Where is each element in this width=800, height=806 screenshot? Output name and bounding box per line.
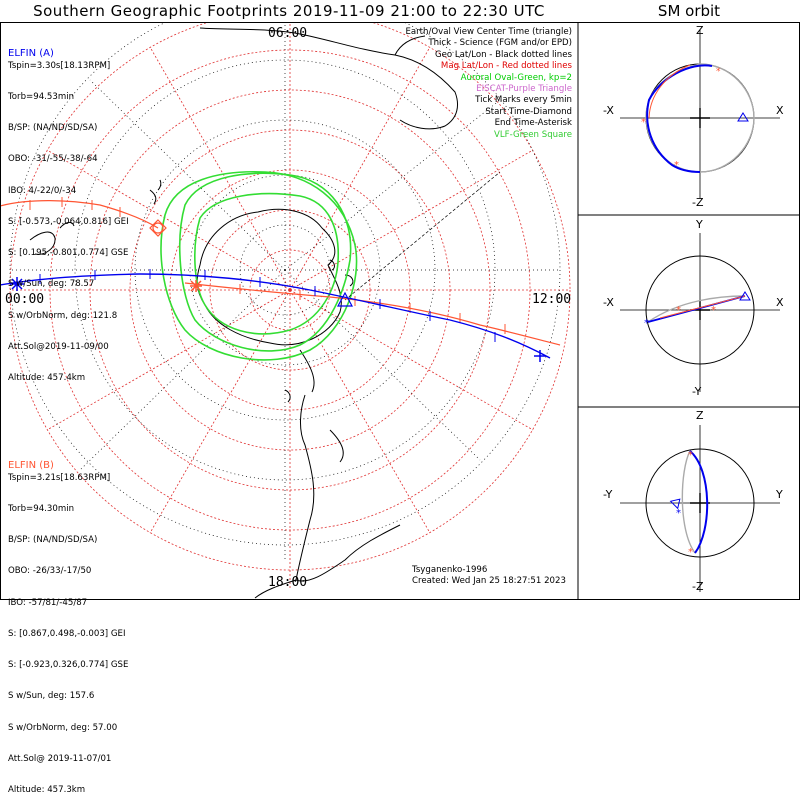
- elfin-a-line: S: [0.195,-0.801,0.774] GSE: [8, 248, 129, 259]
- sm-panel-3: * * *: [620, 425, 780, 592]
- elfin-b-line: Altitude: 457.3km: [8, 785, 86, 795]
- footprint-map: * * * * * * * * *: [0, 22, 800, 600]
- svg-text:*: *: [644, 318, 649, 329]
- elfin-b-line: S: [0.867,0.498,-0.003] GEI: [8, 628, 126, 639]
- elfin-b-info: ELFIN (B): [8, 439, 54, 482]
- svg-text:*: *: [688, 547, 693, 558]
- elfin-a-line: OBO: -31/-55/-38/-64: [8, 154, 98, 165]
- elfin-b-line: Torb=94.30min: [8, 504, 75, 515]
- elfin-a-name: ELFIN (A): [8, 47, 54, 59]
- legend-item: Tick Marks every 5min: [475, 95, 572, 106]
- sm1-top-label: Z: [696, 24, 704, 37]
- elfin-b-line: IBO: -57/81/-45/87: [8, 597, 88, 608]
- auroral-oval: [160, 170, 358, 361]
- elfin-a-line: S w/Sun, deg: 78.57: [8, 279, 95, 290]
- elfin-a-line: Att.Sol@2019-11-09/00: [8, 341, 109, 352]
- sm3-left-label: -Y: [603, 488, 613, 501]
- elfin-b-line: S: [-0.923,0.326,0.774] GSE: [8, 660, 129, 671]
- credit-created: Created: Wed Jan 25 18:27:51 2023: [412, 576, 566, 586]
- elfin-a-line: Altitude: 457.4km: [8, 373, 86, 383]
- credits: Tsyganenko-1996 Created: Wed Jan 25 18:2…: [412, 565, 566, 587]
- sm-panel-2: * * *: [620, 233, 780, 392]
- credit-model: Tsyganenko-1996: [412, 565, 488, 575]
- elfin-b-line: S w/Sun, deg: 157.6: [8, 691, 95, 702]
- sm1-left-label: -X: [603, 104, 614, 117]
- svg-text:*: *: [676, 508, 681, 519]
- sm-panel-1: * * *: [620, 30, 780, 198]
- svg-text:*: *: [641, 117, 646, 128]
- legend-item: Earth/Oval View Center Time (triangle): [405, 27, 572, 37]
- sm3-top-label: Z: [696, 409, 704, 422]
- elfin-a-line: S w/OrbNorm, deg: 121.8: [8, 310, 118, 321]
- legend-item: Start Time-Diamond: [485, 106, 572, 117]
- legend-item: VLF-Green Square: [493, 129, 572, 140]
- sm3-bottom-label: -Z: [692, 580, 704, 593]
- page-title: Southern Geographic Footprints 2019-11-0…: [33, 2, 545, 20]
- elfin-b-line: S w/OrbNorm, deg: 57.00: [8, 722, 118, 733]
- elfin-a-line: B/SP: (NA/ND/SD/SA): [8, 123, 98, 134]
- sm3-right-label: Y: [776, 488, 783, 501]
- elfin-b-name: ELFIN (B): [8, 459, 54, 471]
- legend-item: End Time-Asterisk: [494, 118, 572, 129]
- elfin-a-line: Tspin=3.30s[18.13RPM]: [8, 60, 111, 71]
- elfin-b-line: B/SP: (NA/ND/SD/SA): [8, 535, 98, 546]
- elfin-b-line: Att.Sol@ 2019-11-07/01: [8, 753, 112, 764]
- elfin-a-details: Tspin=3.30s[18.13RPM] Torb=94.53min B/SP…: [8, 40, 129, 394]
- legend-item: EISCAT-Purple Triangle: [476, 84, 572, 95]
- elfin-b-line: Tspin=3.21s[18.63RPM]: [8, 472, 111, 483]
- coastlines: [29, 27, 458, 599]
- time-label-top: 06:00: [268, 26, 308, 41]
- sm-orbit-title: SM orbit: [657, 2, 721, 20]
- elfin-a-line: S: [-0.573,-0.064,0.816] GEI: [8, 216, 129, 227]
- sm2-top-label: Y: [696, 218, 703, 231]
- svg-text:*: *: [688, 450, 693, 461]
- sm1-bottom-label: -Z: [692, 196, 704, 209]
- svg-text:*: *: [716, 67, 721, 77]
- elfin-b-line: OBO: -26/33/-17/50: [8, 566, 92, 577]
- elfin-a-info: ELFIN (A): [8, 27, 54, 70]
- time-label-left: 00:00: [5, 292, 45, 307]
- elfin-a-line: IBO: 4/-22/0/-34: [8, 185, 77, 196]
- svg-text:*: *: [711, 305, 716, 316]
- time-label-bottom: 18:00: [268, 575, 308, 590]
- svg-text:*: *: [674, 160, 679, 171]
- legend-item: Auroral Oval-Green, kp=2: [460, 72, 572, 83]
- sm1-right-label: X: [776, 104, 784, 117]
- sm2-right-label: X: [776, 296, 784, 309]
- legend-item: Mag Lat/Lon - Red dotted lines: [440, 61, 572, 72]
- elfin-b-details: Tspin=3.21s[18.63RPM] Torb=94.30min B/SP…: [8, 452, 128, 806]
- map-legend: Earth/Oval View Center Time (triangle) T…: [405, 27, 572, 141]
- mag-grid: [9, 23, 571, 590]
- legend-item: Thick - Science (FGM and/or EPD): [428, 38, 572, 49]
- time-label-right: 12:00: [532, 292, 572, 307]
- track-elfin-a: [1, 269, 551, 362]
- sm2-left-label: -X: [603, 296, 614, 309]
- svg-text:*: *: [676, 305, 681, 316]
- elfin-a-line: Torb=94.53min: [8, 92, 75, 103]
- legend-item: Geo Lat/Lon - Black dotted lines: [434, 49, 572, 60]
- sm2-bottom-label: -Y: [692, 385, 702, 398]
